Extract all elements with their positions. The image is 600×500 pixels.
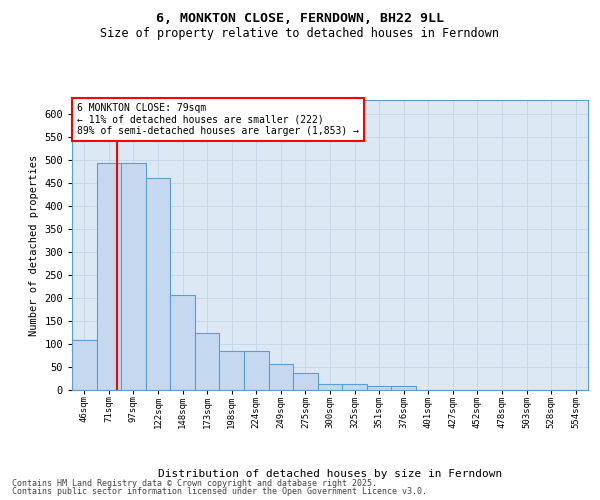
- Text: Contains public sector information licensed under the Open Government Licence v3: Contains public sector information licen…: [12, 487, 427, 496]
- Bar: [269, 364, 293, 390]
- Text: Size of property relative to detached houses in Ferndown: Size of property relative to detached ho…: [101, 28, 499, 40]
- Bar: [170, 294, 195, 390]
- Bar: [391, 386, 416, 390]
- Bar: [72, 340, 97, 390]
- Text: Contains HM Land Registry data © Crown copyright and database right 2025.: Contains HM Land Registry data © Crown c…: [12, 478, 377, 488]
- Bar: [244, 352, 269, 390]
- Bar: [318, 384, 342, 390]
- Y-axis label: Number of detached properties: Number of detached properties: [29, 154, 38, 336]
- Bar: [367, 386, 391, 390]
- X-axis label: Distribution of detached houses by size in Ferndown: Distribution of detached houses by size …: [158, 470, 502, 480]
- Bar: [121, 163, 146, 390]
- Bar: [97, 163, 121, 390]
- Bar: [146, 178, 170, 390]
- Text: 6, MONKTON CLOSE, FERNDOWN, BH22 9LL: 6, MONKTON CLOSE, FERNDOWN, BH22 9LL: [156, 12, 444, 26]
- Bar: [220, 352, 244, 390]
- Bar: [195, 334, 220, 390]
- Bar: [293, 372, 318, 390]
- Text: 6 MONKTON CLOSE: 79sqm
← 11% of detached houses are smaller (222)
89% of semi-de: 6 MONKTON CLOSE: 79sqm ← 11% of detached…: [77, 103, 359, 136]
- Bar: [342, 384, 367, 390]
